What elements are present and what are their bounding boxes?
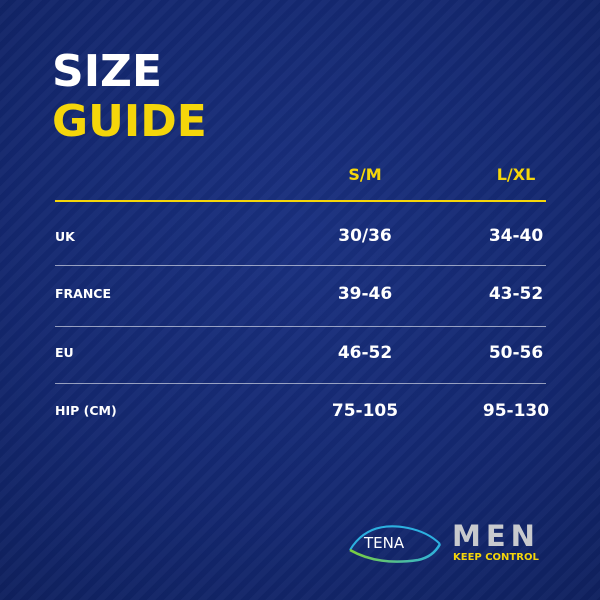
row-label-uk: UK	[55, 229, 75, 244]
row-divider	[55, 383, 546, 384]
title-line-1: SIZE	[52, 46, 163, 97]
title-line-2: GUIDE	[52, 96, 207, 147]
row-divider	[55, 265, 546, 266]
header-divider	[55, 200, 546, 202]
tena-swoosh-icon	[349, 525, 442, 563]
row-divider	[55, 326, 546, 327]
row-hip-lxl: 95-130	[482, 401, 550, 421]
column-header-sm: S/M	[348, 165, 382, 184]
tena-brand: TENA	[364, 534, 405, 552]
row-hip-sm: 75-105	[331, 401, 399, 421]
row-label-france: FRANCE	[55, 286, 112, 301]
logo-product: MEN	[452, 519, 540, 553]
row-uk-lxl: 34-40	[488, 226, 544, 246]
row-label-hip: HIP (CM)	[55, 403, 117, 418]
row-eu-lxl: 50-56	[488, 343, 544, 363]
row-uk-sm: 30/36	[338, 226, 392, 246]
logo-tagline: KEEP CONTROL	[453, 552, 539, 563]
tena-logo: TENA	[348, 522, 443, 567]
row-france-sm: 39-46	[337, 284, 393, 304]
row-eu-sm: 46-52	[337, 343, 393, 363]
row-france-lxl: 43-52	[488, 284, 544, 304]
column-header-lxl: L/XL	[496, 165, 536, 184]
row-label-eu: EU	[55, 345, 74, 360]
